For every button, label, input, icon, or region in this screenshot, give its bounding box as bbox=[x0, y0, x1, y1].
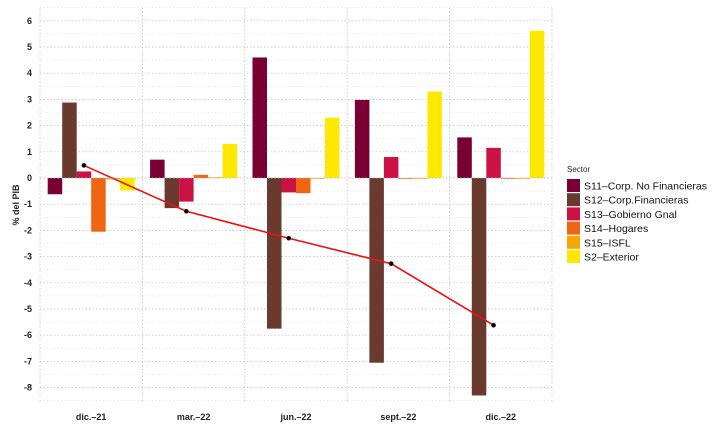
legend-label: S2–Exterior bbox=[584, 252, 639, 264]
bar bbox=[515, 178, 530, 179]
balance-point bbox=[388, 261, 394, 266]
bar bbox=[179, 178, 194, 202]
bar bbox=[310, 178, 325, 179]
x-tick-label: dic.–22 bbox=[486, 412, 517, 422]
bar bbox=[369, 178, 384, 363]
bar bbox=[193, 174, 209, 178]
y-tick-label: -4 bbox=[24, 278, 32, 288]
y-tick-label: -8 bbox=[24, 383, 32, 393]
y-tick-label: -7 bbox=[24, 356, 32, 366]
y-axis-label: % del PIB bbox=[11, 184, 21, 226]
bar bbox=[383, 157, 399, 178]
bar bbox=[150, 159, 165, 178]
x-tick-label: mar.–22 bbox=[177, 412, 211, 422]
bar bbox=[412, 178, 428, 179]
bar bbox=[398, 178, 413, 179]
legend-label: S14–Hogares bbox=[584, 223, 648, 235]
x-tick-label: dic.–21 bbox=[76, 412, 107, 422]
bar bbox=[208, 177, 223, 179]
y-tick-label: 5 bbox=[27, 42, 32, 52]
bar bbox=[529, 30, 545, 179]
bar bbox=[354, 99, 370, 178]
legend-swatch bbox=[567, 221, 580, 235]
y-tick-label: -6 bbox=[24, 330, 32, 340]
legend-swatch bbox=[567, 235, 580, 249]
bar bbox=[252, 57, 267, 179]
y-tick-label: 3 bbox=[27, 94, 32, 104]
bar bbox=[296, 178, 311, 194]
y-tick-label: -3 bbox=[24, 252, 32, 262]
y-tick-label: 1 bbox=[27, 147, 32, 157]
legend-swatch bbox=[567, 193, 580, 207]
bar bbox=[500, 178, 516, 179]
y-tick-label: 2 bbox=[27, 121, 32, 131]
bar bbox=[62, 102, 77, 178]
balance-line-layer bbox=[81, 163, 496, 328]
bar bbox=[457, 137, 472, 178]
bar bbox=[267, 178, 282, 329]
balance-point bbox=[286, 235, 292, 241]
axes-layer: 6 5 4 3 2 1 0 -1 -2 -3 -4 -5 -6 -7 -8 dic.–21 mar.–22 jun… bbox=[24, 16, 552, 422]
y-tick-label: -1 bbox=[24, 199, 32, 209]
bar bbox=[427, 91, 442, 178]
y-tick-label: -5 bbox=[24, 304, 32, 314]
balance-point bbox=[81, 163, 87, 168]
bar bbox=[471, 178, 487, 396]
legend-swatch bbox=[567, 250, 580, 263]
balance-point bbox=[184, 208, 189, 214]
bar bbox=[281, 178, 296, 193]
legend-label: S12–Corp.Financieras bbox=[584, 195, 688, 207]
bar bbox=[47, 178, 63, 195]
bar bbox=[325, 117, 340, 178]
bar bbox=[76, 171, 92, 178]
y-tick-label: 6 bbox=[27, 16, 32, 26]
bar bbox=[486, 147, 501, 178]
x-tick-label: jun.–22 bbox=[279, 412, 311, 422]
legend-label: S15–ISFL bbox=[584, 237, 631, 249]
x-tick-label: sept.–22 bbox=[380, 412, 416, 422]
y-tick-label: 4 bbox=[27, 68, 32, 78]
bars-layer bbox=[47, 30, 545, 396]
legend-label: S13–Gobierno Gnal bbox=[584, 209, 677, 221]
legend-swatch bbox=[567, 179, 580, 192]
bar bbox=[164, 178, 180, 209]
y-tick-label: -2 bbox=[24, 225, 32, 235]
y-tick-label: 0 bbox=[27, 173, 32, 183]
bar bbox=[91, 178, 106, 232]
legend-swatch bbox=[567, 207, 580, 221]
legend: Sector S11–Corp. No Financieras S12–Corp.F… bbox=[567, 165, 707, 264]
legend-title: Sector bbox=[567, 165, 590, 174]
balance-point bbox=[491, 322, 496, 328]
bar bbox=[222, 143, 238, 178]
legend-label: S11–Corp. No Financieras bbox=[584, 181, 707, 193]
